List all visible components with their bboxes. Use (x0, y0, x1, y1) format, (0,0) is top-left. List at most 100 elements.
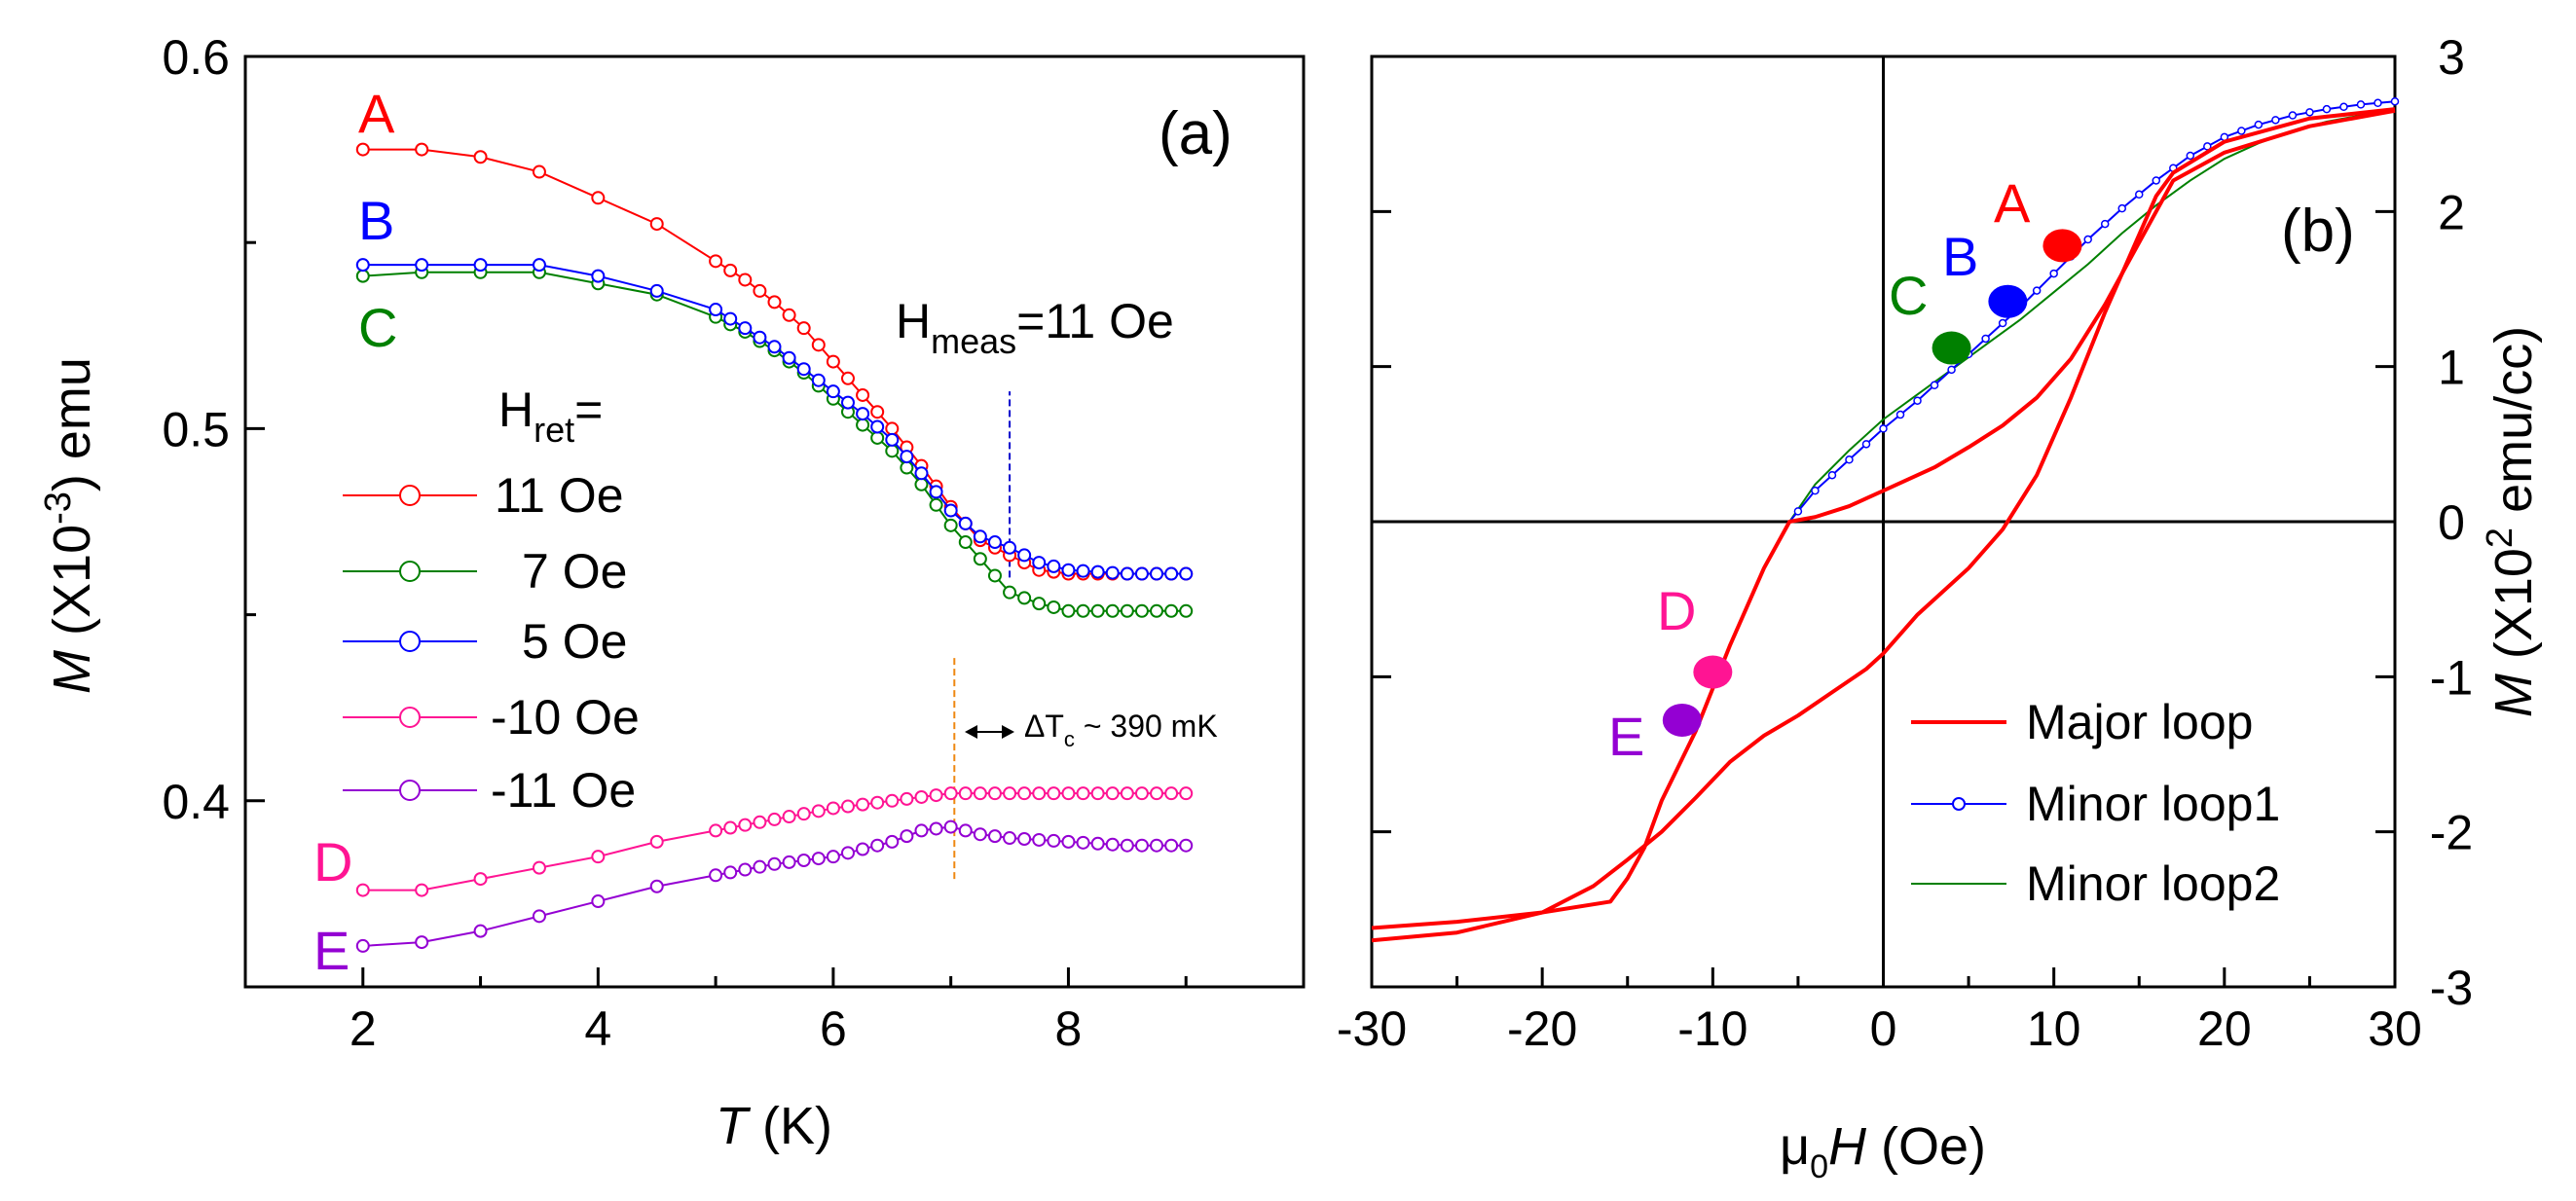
data-point (1895, 410, 1905, 419)
data-point (1811, 486, 1820, 495)
data-point (649, 283, 664, 298)
data-point (723, 263, 738, 277)
data-point (856, 842, 870, 856)
data-point (1134, 786, 1149, 801)
data-point (1061, 834, 1076, 849)
panel-b-xtick-label: 20 (2197, 1001, 2252, 1056)
data-point (738, 818, 753, 832)
data-point (591, 850, 606, 864)
legend-marker-m10oe (399, 707, 421, 728)
legend-title-eq: = (574, 382, 603, 437)
data-point (532, 909, 546, 924)
data-point (473, 872, 488, 887)
data-point (1076, 603, 1090, 618)
legend-label-7oe: 7 Oe (522, 544, 627, 599)
data-point (1150, 838, 1164, 853)
major-loop-branch (1371, 108, 2396, 930)
panel-b-ylabel-sup: 2 (2480, 528, 2521, 548)
data-point (958, 786, 973, 801)
state-marker-a (2042, 229, 2082, 263)
series-a-0 (355, 142, 1194, 581)
legend-label-m10oe: -10 Oe (491, 690, 640, 745)
data-point (840, 846, 855, 860)
marker-letter-e: E (1608, 706, 1644, 767)
data-point (415, 935, 429, 950)
panel-b-xlabel-var: H (1828, 1117, 1867, 1176)
data-point (1003, 540, 1017, 555)
legend-marker-minor-loop1 (1952, 797, 1966, 811)
data-point (1105, 837, 1120, 852)
panel-b-xtick-label: -10 (1677, 1001, 1748, 1056)
data-point (473, 150, 488, 164)
data-point (1845, 455, 1854, 464)
legend-entry-7oe: 7 Oe (343, 544, 627, 599)
data-point (1913, 396, 1922, 405)
data-point (958, 516, 973, 530)
data-point (532, 258, 546, 273)
panel-b-ylabel: M (X102 emu/cc) (2480, 326, 2543, 717)
data-point (1061, 563, 1076, 577)
data-point (767, 340, 782, 354)
data-point (1047, 833, 1061, 848)
legend-b: Major loop Minor loop1 Minor loop2 (1911, 695, 2280, 911)
data-point (973, 529, 987, 544)
panel-a-ylabel-sup: -3 (38, 491, 79, 525)
data-point (1017, 548, 1032, 563)
panel-b-ytick-label: 0 (2438, 495, 2465, 550)
data-point (987, 786, 1002, 801)
data-point (1076, 786, 1090, 801)
panel-b-ticks (1370, 55, 2397, 989)
data-point (1032, 556, 1047, 570)
delta-tc-arrowhead-left (965, 725, 977, 739)
panel-a-xtick-label: 8 (1055, 1001, 1083, 1056)
data-point (870, 419, 885, 434)
data-point (415, 258, 429, 273)
data-point (738, 273, 753, 287)
legend-entry-5oe: 5 Oe (343, 614, 627, 669)
data-point (738, 862, 753, 877)
data-point (649, 217, 664, 232)
data-point (2135, 190, 2144, 200)
legend-entry-m10oe: -10 Oe (343, 690, 640, 745)
panel-b-ytick-label: -3 (2430, 961, 2473, 1015)
state-marker-d (1693, 655, 1733, 689)
major-loop-branch (1371, 107, 2396, 943)
panel-a-xtick-label: 2 (350, 1001, 377, 1056)
panel-b-xlabel-unit: (Oe) (1866, 1117, 1986, 1176)
data-point (870, 430, 885, 445)
data-point (870, 795, 885, 810)
data-point (811, 804, 826, 819)
data-point (1003, 585, 1017, 600)
data-point (1179, 566, 1194, 581)
data-point (1120, 603, 1134, 618)
data-point (811, 373, 826, 387)
delta-tc-annotation: ΔTc ~ 390 mK (965, 709, 1218, 751)
data-point (929, 497, 943, 512)
data-point (1017, 831, 1032, 846)
panel-a-xtick-label: 6 (820, 1001, 847, 1056)
data-point (929, 821, 943, 836)
legend-label-m11oe: -11 Oe (491, 763, 636, 818)
data-point (958, 535, 973, 550)
legend-marker-11oe (399, 485, 421, 506)
data-point (958, 823, 973, 838)
panel-b-xtick-label: 0 (1870, 1001, 1897, 1056)
data-point (943, 819, 958, 834)
data-point (987, 568, 1002, 583)
data-point (1164, 838, 1179, 853)
panel-b-ylabel-pre: (X10 (2484, 548, 2543, 673)
data-point (1032, 597, 1047, 611)
data-point (2305, 108, 2314, 117)
data-point (1105, 603, 1120, 618)
data-point (767, 812, 782, 826)
data-point (782, 350, 796, 365)
data-point (723, 820, 738, 835)
panel-a-tc-lines (953, 391, 1012, 880)
hmeas-h: H (896, 294, 931, 348)
delta-tc-text: ΔTc ~ 390 mK (1024, 709, 1218, 751)
data-point (355, 938, 370, 953)
data-point (2288, 111, 2298, 120)
series-b-2 (1788, 109, 2396, 523)
data-point (2254, 120, 2263, 129)
data-point (1861, 440, 1871, 449)
